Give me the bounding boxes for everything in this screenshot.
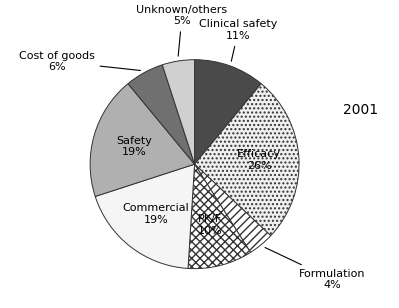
Wedge shape — [162, 60, 195, 164]
Text: PK/F
10%: PK/F 10% — [198, 214, 223, 236]
Text: Clinical safety
11%: Clinical safety 11% — [199, 19, 278, 61]
Wedge shape — [128, 65, 195, 164]
Text: Efficacy
26%: Efficacy 26% — [237, 149, 281, 171]
Text: Commercial
19%: Commercial 19% — [123, 203, 190, 225]
Text: Formulation
4%: Formulation 4% — [265, 247, 366, 290]
Text: Cost of goods
6%: Cost of goods 6% — [19, 51, 140, 72]
Text: Unknown/others
5%: Unknown/others 5% — [136, 5, 227, 56]
Wedge shape — [195, 164, 271, 252]
Wedge shape — [90, 84, 195, 197]
Text: 2001: 2001 — [343, 103, 378, 117]
Wedge shape — [195, 84, 299, 236]
Wedge shape — [95, 164, 195, 269]
Text: Safety
19%: Safety 19% — [117, 136, 152, 157]
Wedge shape — [188, 164, 251, 269]
Wedge shape — [195, 60, 261, 164]
